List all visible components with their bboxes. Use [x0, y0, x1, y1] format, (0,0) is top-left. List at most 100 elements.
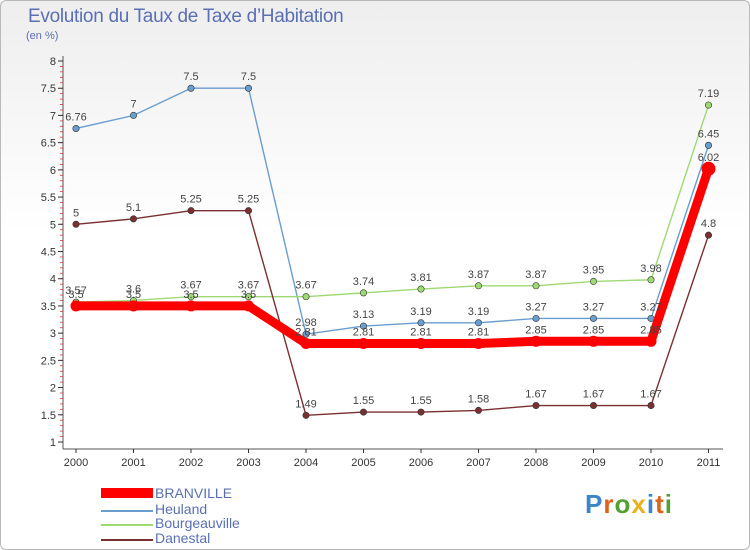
brand-letter: i [664, 489, 673, 519]
data-label: 6.45 [698, 128, 719, 140]
data-point-danestal [474, 406, 482, 414]
brand-logo: Proxiti [585, 489, 673, 520]
y-tick-label: 1 [50, 437, 56, 449]
data-point-bourgeauville [532, 282, 540, 290]
data-label: 1.49 [295, 398, 316, 410]
data-point-bourgeauville [417, 285, 425, 293]
x-tick-label: 2011 [697, 457, 721, 469]
data-point-bourgeauville [359, 289, 367, 297]
data-label: 3.81 [410, 272, 431, 284]
data-label: 2.81 [468, 326, 489, 338]
y-tick-label: 5 [50, 219, 56, 231]
x-tick-label: 2006 [409, 457, 433, 469]
x-tick-label: 2002 [179, 457, 203, 469]
brand-letter: o [614, 489, 632, 519]
data-label: 5.1 [126, 202, 141, 214]
data-label: 1.55 [410, 395, 431, 407]
data-point-branville [701, 161, 716, 176]
x-tick-label: 2005 [351, 457, 375, 469]
data-point-branville [588, 335, 599, 347]
legend-item-bourgeauville: Bourgeauville [101, 515, 361, 531]
data-point-branville [473, 337, 484, 349]
data-point-heuland [532, 314, 540, 322]
data-label: 1.67 [640, 389, 661, 401]
data-point-branville [415, 337, 427, 349]
data-label: 1.55 [353, 395, 374, 407]
data-label: 3.5 [183, 289, 198, 301]
data-label: 2.81 [410, 326, 431, 338]
y-tick-label: 6 [50, 165, 56, 177]
data-label: 3.5 [68, 289, 83, 301]
legend-swatch-bourgeauville [101, 524, 153, 526]
data-label: 3.67 [295, 280, 316, 292]
data-point-heuland [704, 141, 712, 149]
y-tick-label: 7 [50, 110, 56, 122]
data-label: 3.5 [126, 289, 141, 301]
data-point-danestal [532, 402, 540, 410]
legend-item-heuland: Heuland [101, 501, 361, 517]
data-label: 3.27 [583, 301, 604, 313]
y-tick-label: 2.5 [41, 355, 56, 367]
data-point-branville [70, 300, 82, 312]
brand-letter: P [585, 489, 604, 519]
data-point-heuland [417, 319, 425, 327]
data-label: 1.67 [583, 389, 604, 401]
data-point-heuland [130, 111, 138, 119]
x-tick-label: 2009 [581, 457, 605, 469]
data-point-danestal [417, 408, 425, 416]
legend-label: Danestal [155, 530, 211, 546]
data-label: 3.19 [410, 306, 431, 318]
data-label: 2.81 [353, 326, 374, 338]
x-tick-label: 2010 [639, 457, 663, 469]
y-tick-label: 4.5 [41, 247, 56, 259]
y-tick-label: 5.5 [41, 192, 56, 204]
data-point-heuland [302, 330, 310, 338]
data-point-heuland [359, 322, 367, 330]
x-tick-label: 2001 [121, 457, 145, 469]
x-tick-label: 2000 [64, 457, 88, 469]
y-tick-label: 8 [50, 56, 56, 68]
legend-swatch-branville [101, 488, 153, 498]
data-label: 1.67 [525, 389, 546, 401]
data-point-branville [185, 300, 197, 312]
data-label: 3.67 [238, 280, 259, 292]
y-tick-label: 7.5 [41, 83, 56, 95]
data-label: 7 [130, 98, 136, 110]
data-label: 3.87 [468, 269, 489, 281]
data-point-danestal [302, 411, 310, 419]
data-point-danestal [187, 207, 195, 215]
data-label: 3.5 [241, 289, 256, 301]
data-point-branville [530, 335, 542, 347]
data-point-danestal [704, 231, 712, 239]
data-label: 3.19 [468, 306, 489, 318]
data-label: 7.5 [183, 71, 198, 83]
point-labels: 3.5 3.5 3.5 3.5 2.81 2.81 2.81 2.81 2.85 2.85 2.85… [65, 71, 719, 410]
data-point-bourgeauville [704, 101, 712, 109]
data-point-bourgeauville [589, 277, 597, 285]
data-label: 2.85 [583, 324, 604, 336]
data-point-heuland [474, 319, 482, 327]
x-tick-label: 2008 [524, 457, 548, 469]
data-label: 1.58 [468, 393, 489, 405]
y-tick-label: 3.5 [41, 301, 56, 313]
data-point-bourgeauville [647, 276, 655, 284]
data-point-danestal [647, 402, 655, 410]
chart-subtitle: (en %) [26, 30, 59, 42]
data-point-branville [128, 300, 139, 312]
data-label: 3.57 [65, 285, 86, 297]
series-line-branville [71, 164, 713, 348]
data-label: 7.19 [698, 88, 719, 100]
legend-swatch-danestal [101, 539, 153, 541]
data-point-bourgeauville [474, 282, 482, 290]
data-point-branville [243, 300, 254, 312]
y-tick-label: 2 [50, 383, 56, 395]
y-tick-label: 3 [50, 328, 56, 340]
data-point-heuland [72, 124, 80, 132]
legend-swatch-heuland [101, 510, 153, 512]
data-point-branville [358, 337, 369, 349]
x-tick-label: 2007 [466, 457, 490, 469]
data-point-danestal [245, 207, 253, 215]
legend-item-branville: BRANVILLE [101, 485, 361, 501]
series-line-danestal [75, 209, 710, 417]
